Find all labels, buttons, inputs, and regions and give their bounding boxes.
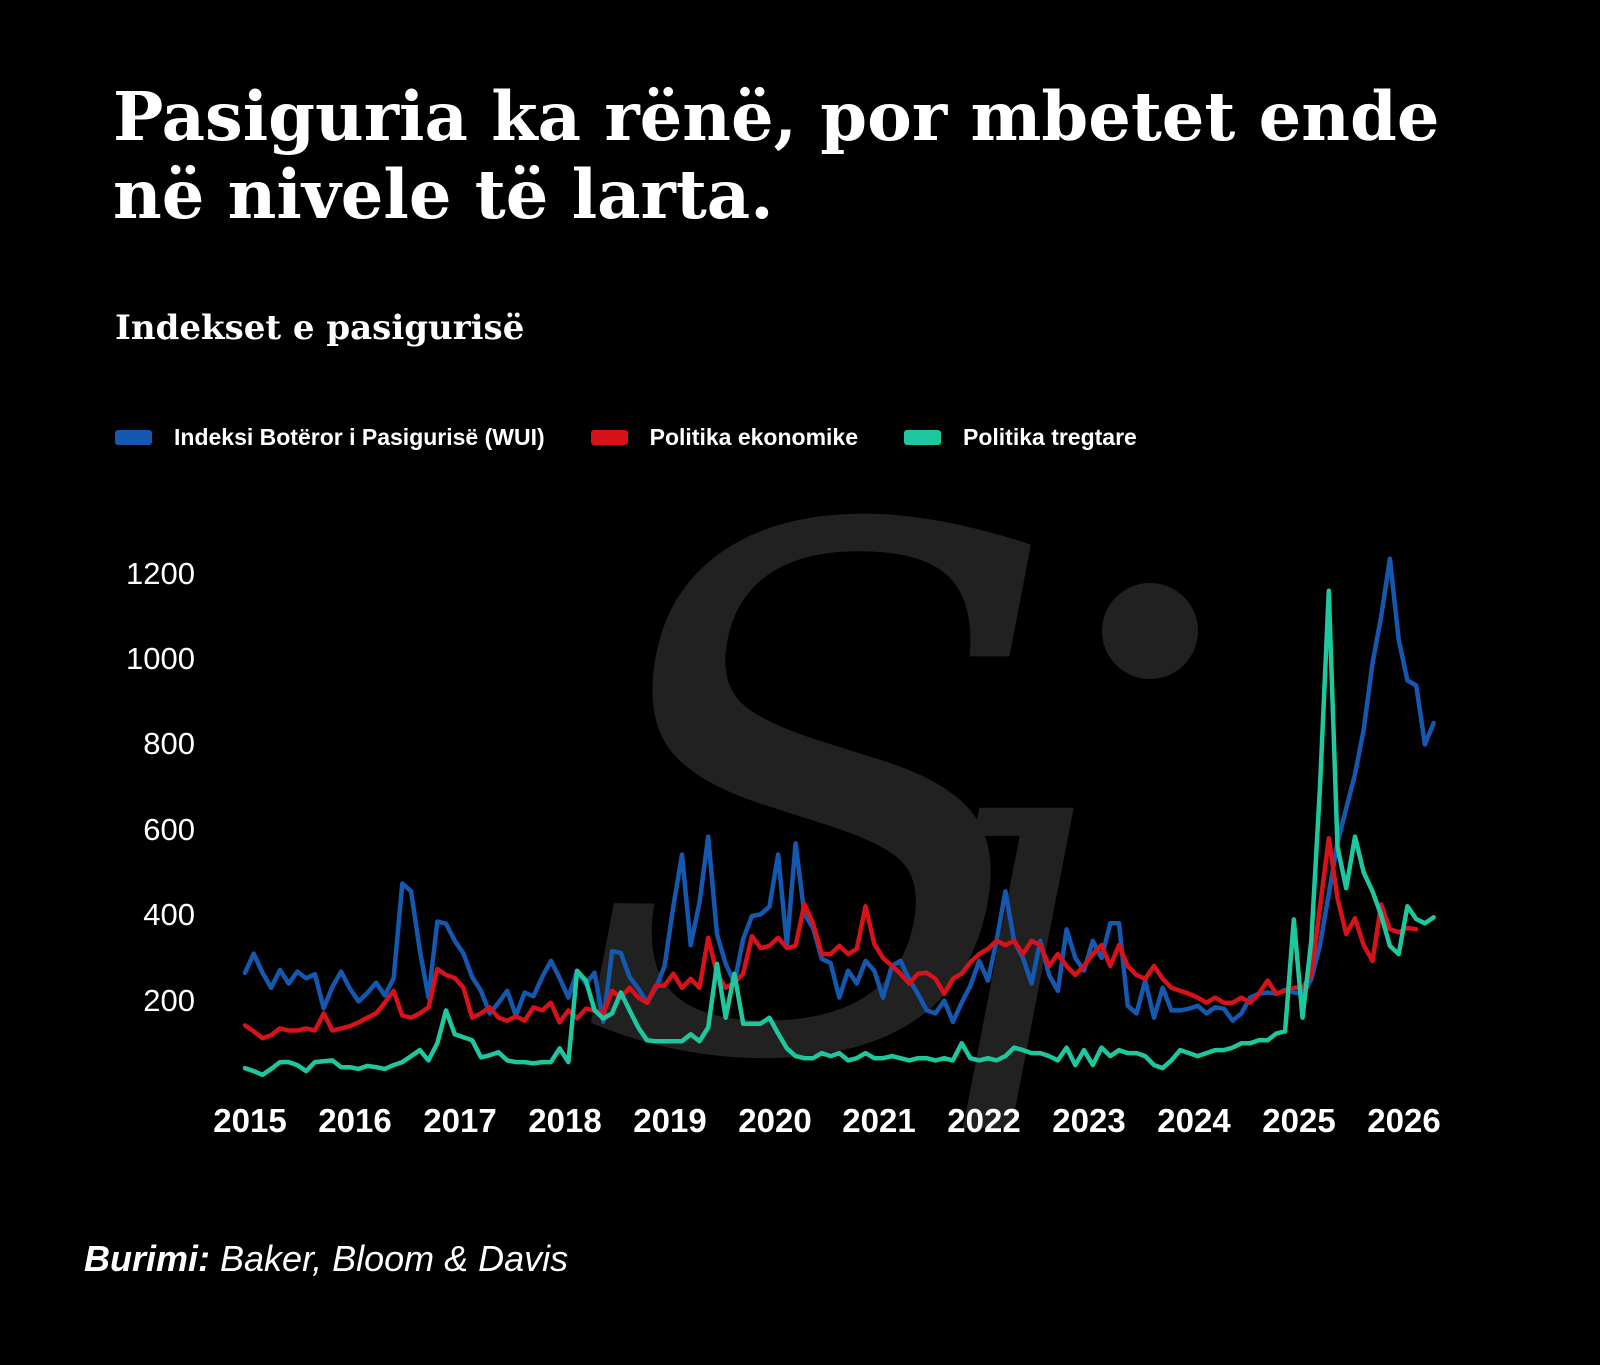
y-tick-200: 200 (143, 983, 195, 1018)
wui-legend-swatch (115, 430, 152, 445)
x-tick-2022: 2022 (947, 1102, 1021, 1139)
legend-item-wui: Indeksi Botëror i Pasigurisë (WUI) (115, 424, 545, 451)
source-label: Burimi: (84, 1238, 210, 1279)
x-tick-2016: 2016 (318, 1102, 392, 1139)
x-tick-2017: 2017 (423, 1102, 497, 1139)
x-tick-2020: 2020 (738, 1102, 812, 1139)
page-title-line2: në nivele të larta. (113, 154, 774, 234)
y-tick-1200: 1200 (126, 556, 195, 591)
trade-policy-legend-swatch (904, 430, 941, 445)
legend-item-trade-policy: Politika tregtare (904, 424, 1137, 451)
series-line-indeksi-bot-ror-i-pasiguris-wui- (242, 556, 1436, 1025)
source-credit: Burimi: Baker, Bloom & Davis (84, 1238, 568, 1280)
x-tick-2024: 2024 (1157, 1102, 1231, 1139)
x-tick-2023: 2023 (1052, 1102, 1126, 1139)
chart-legend: Indeksi Botëror i Pasigurisë (WUI) Polit… (115, 424, 1137, 451)
y-tick-800: 800 (143, 726, 195, 761)
source-value: Baker, Bloom & Davis (220, 1238, 569, 1279)
x-tick-2025: 2025 (1262, 1102, 1336, 1139)
series-line-politika-ekonomike (242, 836, 1419, 1041)
y-tick-600: 600 (143, 812, 195, 847)
economic-policy-legend-swatch (590, 430, 628, 445)
trade-policy-legend-label: Politika tregtare (963, 424, 1137, 450)
legend-item-economic-policy: Politika ekonomike (590, 424, 858, 451)
chart-subtitle: Indekset e pasigurisë (115, 308, 525, 348)
wui-legend-label: Indeksi Botëror i Pasigurisë (WUI) (174, 424, 545, 450)
x-tick-2026: 2026 (1367, 1102, 1441, 1139)
page-title: Pasiguria ka rënë, por mbetet ende në ni… (113, 78, 1493, 233)
x-tick-2018: 2018 (528, 1102, 602, 1139)
economic-policy-legend-label: Politika ekonomike (649, 424, 858, 450)
x-tick-2021: 2021 (842, 1102, 916, 1139)
series-line-politika-tregtare (242, 588, 1436, 1078)
page-title-line1: Pasiguria ka rënë, por mbetet ende (113, 77, 1440, 156)
y-tick-400: 400 (143, 897, 195, 932)
x-tick-2015: 2015 (213, 1102, 287, 1139)
y-tick-1000: 1000 (126, 641, 195, 676)
uncertainty-line-chart (242, 556, 1436, 1078)
x-tick-2019: 2019 (633, 1102, 707, 1139)
